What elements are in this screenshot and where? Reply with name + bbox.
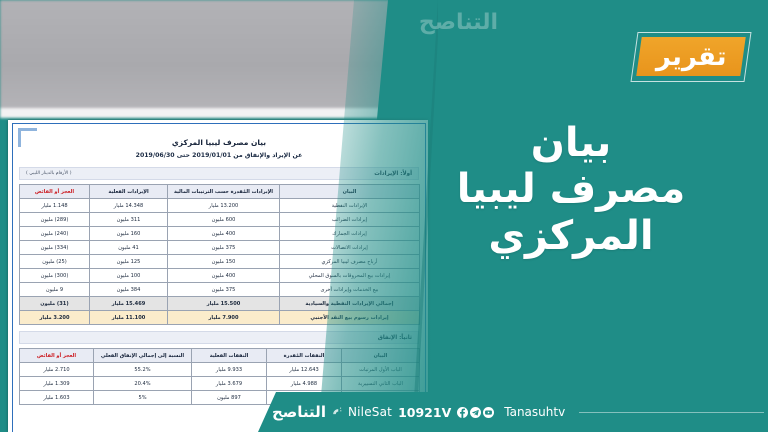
expense-cell-pct: 20.4% — [93, 376, 192, 391]
document-page: بيان مصرف ليبيا المركزي عن الإيراد والإن… — [12, 123, 426, 432]
table-row: إيرادات بيع المحروقات بالسوق المحلي 400 م… — [19, 268, 420, 283]
satellite-frequency: 10921V — [398, 404, 452, 420]
social-icons — [457, 406, 495, 418]
revenue-cell-actual: 41 مليون — [89, 240, 168, 255]
revenue-table-body: الإيرادات النفطية 13.200 مليار 14.348 مليا… — [19, 198, 420, 325]
revenue-cell-actual: 125 مليون — [89, 254, 168, 269]
table-row: الإيرادات النفطية 13.200 مليار 14.348 مليا… — [19, 198, 420, 213]
revenue-cell-estimated: 150 مليون — [167, 254, 280, 269]
report-badge-label: تقرير — [655, 41, 727, 72]
expense-table-header-row: البيان النفقات المُقدرة النفقات الفعلية … — [19, 348, 420, 363]
revenue-cell-estimated: 375 مليون — [167, 282, 280, 297]
page-corner-ornament — [18, 128, 37, 147]
document-title: بيان مصرف ليبيا المركزي — [171, 138, 267, 147]
revenue-col-diff: العجز أو الفائض — [19, 184, 90, 199]
revenue-cell-estimated: 7.900 مليار — [167, 310, 280, 325]
expense-cell-actual: 3.679 مليار — [191, 376, 267, 391]
revenue-cell-diff: 1.148 مليار — [19, 198, 90, 213]
expense-section-title: ثانياً: الإنفاق — [377, 334, 412, 341]
expense-col-actual: النفقات الفعلية — [191, 348, 267, 363]
expense-cell-pct: 5% — [93, 390, 192, 405]
revenue-cell-estimated: 15.500 مليار — [167, 296, 280, 311]
revenue-cell-diff: 9 مليون — [19, 282, 90, 297]
headline-line-1: بيان — [530, 120, 613, 166]
expense-col-diff: العجز أو الفائض — [19, 348, 94, 363]
table-row: بيع الخدمات وإيرادات أخرى 375 مليون 384 مل… — [19, 282, 420, 297]
table-row: أرباح مصرف ليبيا المركزي 150 مليون 125 ملي… — [19, 254, 420, 269]
expense-cell-estimated: 4.988 مليار — [266, 376, 342, 391]
expense-cell-estimated: 12.643 مليار — [266, 362, 342, 377]
revenue-table: البيان الإيرادات المُقدرة حسب الترتيبات … — [19, 184, 420, 325]
document-subtitle: عن الإيراد والإنفاق من 2019/01/01 حتى 20… — [135, 152, 303, 159]
expense-section-bar: ثانياً: الإنفاق — [19, 331, 419, 344]
table-row: إيرادات الضرائب 600 مليون 311 مليون (289) م… — [19, 212, 420, 227]
revenue-cell-actual: 160 مليون — [89, 226, 168, 241]
headline: بيان مصرف ليبيا المركزي — [398, 120, 744, 259]
table-row: إيرادات رسوم بيع النقد الأجنبي 7.900 مليا… — [19, 310, 420, 325]
revenue-cell-diff: (300) مليون — [19, 268, 90, 283]
revenue-cell-actual: 100 مليون — [89, 268, 168, 283]
youtube-icon[interactable] — [483, 406, 495, 418]
telegram-icon[interactable] — [470, 406, 482, 418]
revenue-cell-estimated: 13.200 مليار — [167, 198, 280, 213]
report-badge-fill: تقرير — [636, 37, 746, 76]
expense-cell-diff: 2.710 مليار — [19, 362, 94, 377]
revenue-cell-estimated: 600 مليون — [167, 212, 280, 227]
expense-cell-label: الباب الثاني التسييرية — [341, 376, 420, 391]
report-badge: تقرير — [630, 32, 752, 82]
revenue-cell-estimated: 400 مليون — [167, 226, 280, 241]
channel-watermark: التناصح — [418, 10, 498, 35]
revenue-cell-label: إجمالي الإيرادات النفطية والسيادية — [279, 296, 420, 311]
lower-third-rule — [579, 411, 764, 413]
expense-col-estimated: النفقات المُقدرة — [266, 348, 342, 363]
expense-cell-pct: 55.2% — [93, 362, 192, 377]
revenue-cell-actual: 384 مليون — [89, 282, 168, 297]
revenue-col-estimated: الإيرادات المُقدرة حسب الترتيبات المالية — [167, 184, 280, 199]
headline-line-2: مصرف ليبيا — [456, 166, 686, 213]
revenue-cell-actual: 311 مليون — [89, 212, 168, 227]
revenue-cell-label: بيع الخدمات وإيرادات أخرى — [279, 282, 420, 297]
table-row: الباب الثاني التسييرية 4.988 مليار 3.679 م… — [19, 376, 420, 391]
expense-col-label: البيان — [341, 348, 420, 363]
revenue-cell-label: إيرادات بيع المحروقات بالسوق المحلي — [279, 268, 420, 283]
expense-cell-label: الباب الأول المرتبات — [341, 362, 420, 377]
revenue-cell-actual: 14.348 مليار — [89, 198, 168, 213]
revenue-unit-note: ( الأرقام بالدينار الليبي ) — [26, 171, 72, 176]
revenue-cell-estimated: 375 مليون — [167, 240, 280, 255]
facebook-icon[interactable] — [457, 406, 469, 418]
revenue-cell-diff: (25) مليون — [19, 254, 90, 269]
revenue-cell-diff: (334) مليون — [19, 240, 90, 255]
revenue-col-actual: الإيرادات الفعلية — [89, 184, 168, 199]
expense-cell-diff: 1.603 مليار — [19, 390, 94, 405]
expense-cell-actual: 9.933 مليار — [191, 362, 267, 377]
expense-col-pct: النسبة إلى إجمالي الإنفاق الفعلي — [93, 348, 192, 363]
revenue-cell-diff: 3.200 مليار — [19, 310, 90, 325]
table-row: إيرادات الجمارك 400 مليون 160 مليون (240) م… — [19, 226, 420, 241]
headline-line-3: المركزي — [488, 212, 654, 259]
revenue-cell-estimated: 400 مليون — [167, 268, 280, 283]
table-row: الباب الأول المرتبات 12.643 مليار 9.933 مل… — [19, 362, 420, 377]
lower-third-panel: التناصح NileSat 10921V Tanasuhtv — [258, 392, 768, 432]
revenue-section-bar: ( الأرقام بالدينار الليبي ) أولاً: الإير… — [19, 167, 419, 180]
revenue-cell-actual: 15.469 مليار — [89, 296, 168, 311]
revenue-cell-diff: (289) مليون — [19, 212, 90, 227]
expense-cell-diff: 1.309 مليار — [19, 376, 94, 391]
satellite-dish-icon — [332, 406, 342, 419]
table-row: إجمالي الإيرادات النفطية والسيادية 15.500… — [19, 296, 420, 311]
expense-cell-actual: 897 مليون — [191, 390, 267, 405]
revenue-cell-actual: 11.100 مليار — [89, 310, 168, 325]
lower-third-bar: التناصح NileSat 10921V Tanasuhtv — [0, 392, 768, 432]
revenue-cell-diff: (240) مليون — [19, 226, 90, 241]
revenue-cell-label: إيرادات رسوم بيع النقد الأجنبي — [279, 310, 420, 325]
document-screenshot: بيان مصرف ليبيا المركزي عن الإيراد والإن… — [8, 120, 428, 432]
revenue-cell-diff: (31) مليون — [19, 296, 90, 311]
channel-handle: Tanasuhtv — [504, 405, 566, 419]
satellite-name: NileSat — [347, 405, 393, 419]
channel-logo: التناصح — [272, 403, 326, 421]
revenue-table-header-row: البيان الإيرادات المُقدرة حسب الترتيبات … — [19, 184, 420, 199]
table-row: إيرادات الاتصالات 375 مليون 41 مليون (334) … — [19, 240, 420, 255]
